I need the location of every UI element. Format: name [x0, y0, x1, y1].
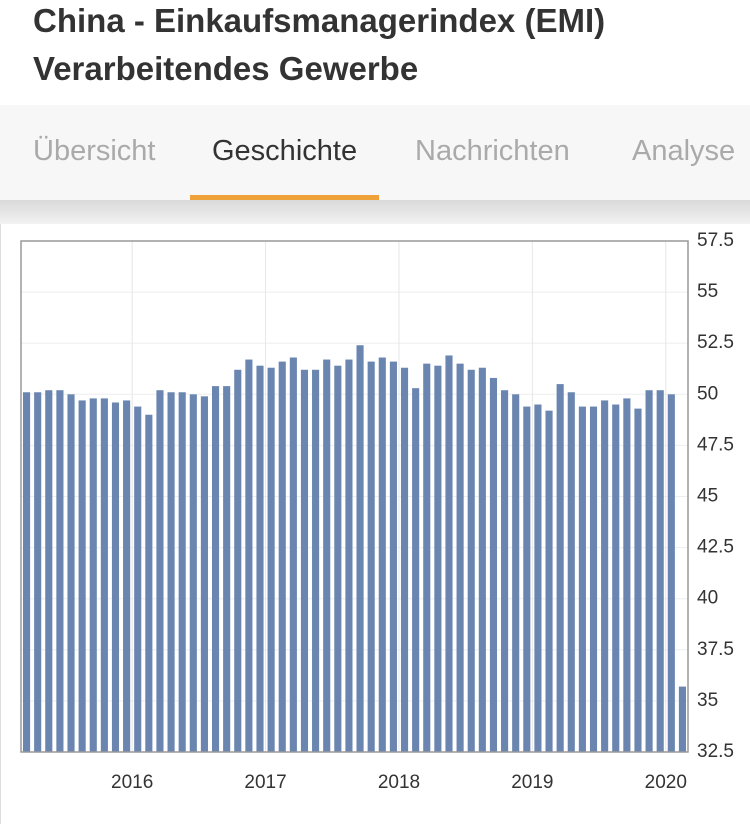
bar — [300, 369, 309, 752]
bar — [211, 386, 220, 752]
x-tick-label: 2019 — [511, 772, 553, 793]
bar — [456, 363, 464, 752]
bar — [467, 369, 475, 752]
bar — [134, 406, 142, 752]
bar — [56, 390, 64, 752]
x-tick-label: 2018 — [378, 772, 420, 793]
bar — [23, 392, 31, 752]
bar — [378, 357, 386, 752]
bar — [323, 359, 331, 752]
y-tick-label: 47.5 — [697, 434, 734, 455]
bar — [200, 396, 208, 752]
bar — [423, 363, 431, 752]
bar — [334, 365, 342, 752]
bar — [400, 367, 409, 752]
plot-border — [20, 240, 689, 753]
chart: 32.5 35 37.5 40 42.5 45 47.5 50 52.5 55 57.5 2016 20… — [0, 224, 750, 824]
bar — [167, 392, 175, 752]
bar — [523, 406, 531, 752]
y-tick-label: 45 — [697, 486, 718, 507]
bar — [645, 390, 653, 752]
bar — [545, 410, 553, 752]
bar — [45, 390, 53, 752]
bar — [223, 386, 231, 752]
bar — [345, 359, 353, 752]
bar — [67, 394, 75, 752]
bar — [267, 367, 275, 752]
bar — [589, 406, 598, 752]
bar — [489, 377, 498, 752]
bar — [234, 369, 242, 752]
bar — [145, 414, 153, 752]
bar — [612, 404, 620, 752]
active-tab-indicator — [190, 195, 380, 200]
bar — [567, 392, 575, 752]
tab[interactable]: Nachrichten — [415, 135, 570, 167]
bar — [601, 400, 609, 752]
bar — [389, 361, 397, 752]
bar — [111, 402, 120, 752]
bar — [34, 392, 42, 752]
bar — [556, 384, 564, 752]
bar — [367, 361, 375, 752]
bar — [189, 394, 197, 752]
bar — [578, 406, 586, 752]
bar — [289, 357, 297, 752]
bar — [501, 390, 509, 752]
y-tick-label: 52.5 — [697, 332, 734, 353]
y-tick-label: 40 — [697, 588, 718, 609]
y-tick-label: 42.5 — [697, 537, 734, 558]
tab[interactable]: Geschichte — [212, 135, 358, 167]
bar — [656, 390, 664, 752]
x-tick-label: 2017 — [244, 772, 286, 793]
bar — [245, 359, 253, 752]
bar — [100, 398, 108, 752]
y-tick-label: 35 — [697, 690, 718, 711]
bar — [434, 365, 442, 752]
bar — [445, 355, 453, 752]
tab[interactable]: Übersicht — [33, 135, 156, 167]
bar — [356, 345, 364, 752]
divider-shadow — [0, 200, 750, 224]
bar — [178, 392, 186, 752]
bar — [623, 398, 631, 752]
bar — [256, 365, 264, 752]
tab[interactable]: Analyse — [632, 135, 736, 167]
bar — [278, 361, 286, 752]
bar — [156, 390, 164, 752]
bar — [123, 400, 131, 752]
bar — [412, 388, 420, 752]
bar — [478, 367, 486, 752]
x-tick-label: 2016 — [111, 772, 153, 793]
page-title: China - Einkaufsmanagerindex (EMI) — [33, 2, 606, 39]
y-tick-label: 55 — [697, 281, 718, 302]
bar — [667, 394, 675, 752]
bar — [678, 686, 686, 752]
tab-bar: Übersicht Geschichte Nachrichten Analyse — [0, 105, 750, 200]
y-tick-label: 37.5 — [697, 639, 734, 660]
x-tick-label: 2020 — [645, 772, 687, 793]
bar — [78, 400, 86, 752]
page-title: Verarbeitendes Gewerbe — [33, 50, 419, 87]
y-tick-label: 57.5 — [697, 230, 734, 251]
bar — [634, 408, 642, 752]
y-tick-label: 50 — [697, 383, 718, 404]
bar — [512, 394, 520, 752]
bar — [534, 404, 542, 752]
bar — [89, 398, 97, 752]
y-tick-label: 32.5 — [697, 741, 734, 762]
bar — [312, 369, 320, 752]
